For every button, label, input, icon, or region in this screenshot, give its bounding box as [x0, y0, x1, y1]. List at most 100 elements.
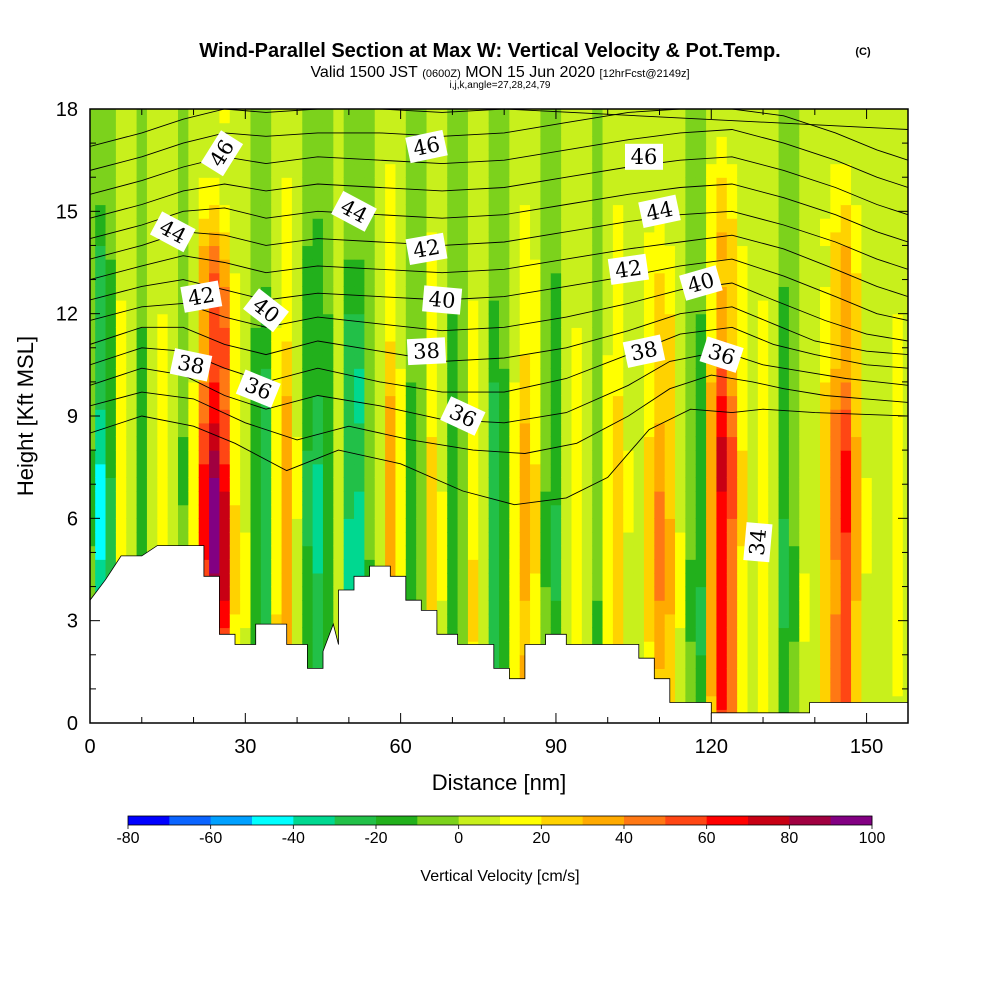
velocity-cell: [530, 300, 542, 315]
velocity-cell: [540, 572, 552, 588]
velocity-cell: [788, 122, 800, 137]
velocity-cell: [240, 627, 252, 642]
velocity-cell: [457, 491, 469, 506]
velocity-cell: [105, 149, 117, 165]
velocity-cell: [322, 518, 334, 533]
velocity-cell: [426, 163, 438, 178]
velocity-cell: [343, 149, 355, 165]
velocity-cell: [405, 422, 417, 438]
velocity-cell: [685, 231, 697, 247]
velocity-cell: [219, 109, 231, 124]
velocity-cell: [281, 149, 293, 165]
velocity-cell: [499, 354, 510, 369]
velocity-cell: [643, 313, 655, 328]
velocity-cell: [240, 422, 252, 438]
velocity-cell: [550, 586, 562, 601]
velocity-cell: [819, 572, 831, 588]
velocity-cell: [643, 259, 655, 274]
velocity-cell: [695, 149, 707, 165]
velocity-cell: [726, 218, 738, 233]
velocity-cell: [426, 327, 438, 342]
velocity-cell: [188, 518, 200, 533]
velocity-cell: [840, 572, 852, 588]
velocity-cell: [892, 190, 904, 206]
velocity-cell: [830, 340, 842, 356]
contour-label-text: 46: [411, 132, 442, 161]
velocity-cell: [519, 450, 531, 465]
velocity-cell: [426, 395, 438, 410]
velocity-cell: [426, 422, 438, 438]
velocity-cell: [478, 613, 490, 629]
velocity-cell: [436, 613, 448, 629]
velocity-cell: [219, 190, 231, 206]
velocity-cell: [209, 245, 221, 260]
velocity-cell: [716, 531, 728, 547]
velocity-cell: [768, 654, 780, 670]
velocity-cell: [105, 518, 117, 533]
velocity-cell: [395, 463, 407, 478]
velocity-cell: [726, 245, 738, 260]
velocity-cell: [788, 368, 800, 383]
contour-label: 42: [405, 232, 448, 266]
velocity-cell: [219, 504, 231, 519]
velocity-cell: [488, 231, 500, 247]
velocity-cell: [178, 518, 189, 533]
subtitle-suffix: [12hrFcst@2149z]: [600, 68, 690, 80]
velocity-cell: [809, 518, 821, 533]
velocity-cell: [146, 136, 158, 151]
velocity-cell: [871, 531, 883, 547]
velocity-cell: [447, 190, 459, 206]
velocity-cell: [726, 368, 738, 383]
velocity-cell: [95, 477, 107, 492]
velocity-cell: [405, 450, 417, 465]
velocity-cell: [840, 300, 852, 315]
velocity-cell: [561, 586, 573, 601]
velocity-cell: [312, 163, 324, 178]
velocity-cell: [447, 368, 459, 383]
velocity-cell: [664, 163, 676, 178]
velocity-cell: [840, 600, 852, 615]
velocity-cell: [757, 477, 769, 492]
velocity-cell: [240, 190, 252, 206]
velocity-cell: [219, 545, 231, 560]
velocity-cell: [447, 381, 459, 397]
velocity-cell: [799, 190, 811, 206]
velocity-cell: [271, 218, 283, 233]
velocity-cell: [478, 559, 490, 574]
velocity-cell: [405, 436, 417, 451]
velocity-cell: [799, 340, 811, 356]
velocity-cell: [447, 218, 459, 233]
velocity-cell: [581, 272, 593, 287]
velocity-cell: [229, 368, 241, 383]
velocity-cell: [374, 177, 386, 192]
x-tick-label: 150: [850, 736, 883, 758]
velocity-cell: [633, 218, 645, 233]
velocity-cell: [737, 572, 749, 588]
velocity-cell: [499, 286, 510, 301]
velocity-cell: [540, 300, 552, 315]
velocity-cell: [602, 518, 614, 533]
velocity-cell: [416, 259, 428, 274]
velocity-cell: [519, 340, 531, 356]
velocity-cell: [343, 354, 355, 369]
velocity-cell: [302, 327, 314, 342]
velocity-cell: [519, 559, 531, 574]
velocity-cell: [892, 245, 904, 260]
velocity-cell: [602, 436, 614, 451]
velocity-cell: [364, 327, 376, 342]
velocity-cell: [488, 627, 500, 642]
velocity-cell: [664, 177, 676, 192]
velocity-cell: [675, 136, 686, 151]
velocity-cell: [664, 231, 676, 247]
velocity-cell: [550, 300, 562, 315]
velocity-cell: [737, 545, 749, 560]
velocity-cell: [312, 600, 324, 615]
velocity-cell: [623, 518, 635, 533]
colorbar-tick-label: 100: [859, 830, 886, 847]
velocity-cell: [778, 286, 790, 301]
velocity-cell: [726, 163, 738, 178]
velocity-cell: [209, 545, 221, 560]
velocity-cell: [902, 668, 908, 683]
velocity-cell: [436, 272, 448, 287]
velocity-cell: [819, 259, 831, 274]
